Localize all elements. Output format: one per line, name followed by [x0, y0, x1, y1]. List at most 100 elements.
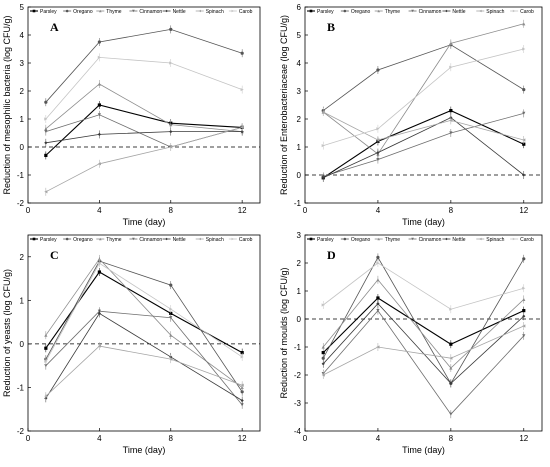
data-point-oregano	[169, 27, 173, 31]
data-point-carob	[321, 144, 325, 148]
data-point-spinach	[44, 394, 48, 398]
data-point-oregano	[376, 68, 380, 72]
y-tick-label: -1	[294, 343, 302, 352]
y-tick-label: -1	[17, 171, 25, 180]
data-point-spinach	[376, 138, 380, 142]
data-point-spinach	[522, 324, 526, 328]
legend-entry-thyme: Thyme	[106, 9, 122, 15]
series-line-parsley	[45, 104, 243, 156]
data-point-parsley	[44, 153, 48, 157]
series-line-nettle	[323, 117, 525, 179]
y-tick-label: -3	[294, 399, 302, 408]
data-point-carob	[376, 261, 380, 265]
series-line-cinnamon	[323, 113, 524, 177]
legend-swatch-marker	[512, 237, 516, 241]
series-line-thyme	[322, 279, 525, 369]
plot-frame	[27, 6, 261, 204]
data-point-cinnamon	[522, 111, 526, 115]
y-tick-label: 5	[20, 3, 25, 12]
legend-swatch-marker	[411, 9, 414, 13]
legend-swatch-marker	[445, 9, 448, 13]
data-point-nettle	[169, 130, 173, 134]
y-tick-label: 3	[20, 59, 25, 68]
data-point-cinnamon	[44, 130, 48, 134]
data-point-parsley	[321, 351, 325, 355]
y-tick-label: 5	[297, 31, 302, 40]
data-point-parsley	[522, 309, 526, 313]
series-line-nettle	[322, 303, 525, 384]
legend-entry-parsley: Parsley	[317, 237, 334, 243]
legend-swatch-marker	[377, 237, 381, 241]
data-point-spinach	[522, 138, 526, 142]
data-point-cinnamon	[240, 403, 244, 407]
data-point-parsley	[240, 351, 244, 355]
data-point-nettle	[321, 176, 325, 180]
legend-entry-nettle: Nettle	[452, 237, 465, 243]
x-tick-label: 8	[169, 206, 174, 215]
series-line-spinach	[45, 345, 243, 397]
x-tick-label: 12	[519, 434, 528, 443]
legend-swatch-marker	[343, 9, 347, 13]
data-point-thyme	[522, 22, 526, 26]
x-tick-label: 8	[449, 206, 454, 215]
legend-entry-nettle: Nettle	[173, 9, 186, 15]
data-point-carob	[522, 47, 526, 51]
data-point-spinach	[376, 345, 380, 349]
y-axis-title: Reduction of Enterobacteriaceae (log CFU…	[279, 15, 289, 195]
legend-entry-parsley: Parsley	[40, 237, 57, 243]
data-point-parsley	[97, 103, 101, 107]
legend-swatch-marker	[512, 9, 516, 13]
panel-letter: D	[327, 248, 336, 262]
legend-swatch-marker	[32, 237, 36, 241]
data-point-spinach	[97, 344, 101, 348]
legend-swatch-marker	[65, 9, 69, 13]
y-tick-label: 0	[20, 143, 25, 152]
y-tick-label: 2	[20, 253, 25, 262]
legend-swatch-marker	[98, 9, 102, 13]
series-line-cinnamon	[45, 114, 243, 148]
data-point-spinach	[169, 145, 173, 149]
data-point-nettle	[449, 381, 453, 385]
legend-entry-oregano: Oregano	[351, 237, 371, 243]
x-tick-label: 8	[169, 434, 174, 443]
x-tick-label: 0	[26, 206, 31, 215]
data-point-spinach	[169, 357, 173, 361]
y-tick-label: -4	[294, 427, 302, 436]
series-line-carob	[323, 48, 524, 146]
legend-entry-cinnamon: Cinnamon	[419, 237, 442, 243]
x-tick-label: 0	[303, 434, 308, 443]
legend-entry-nettle: Nettle	[452, 9, 465, 15]
legend-swatch-marker	[198, 9, 202, 13]
legend-entry-cinnamon: Cinnamon	[419, 9, 442, 15]
legend-entry-spinach: Spinach	[486, 9, 504, 15]
legend-entry-carob: Carob	[239, 237, 253, 243]
data-point-parsley	[44, 346, 48, 350]
legend-swatch-marker	[478, 9, 482, 13]
data-point-oregano	[44, 100, 48, 104]
x-axis-title: Time (day)	[123, 217, 166, 227]
y-tick-label: -2	[294, 371, 302, 380]
legend-swatch-marker	[343, 237, 347, 241]
y-tick-label: 4	[297, 59, 302, 68]
data-point-carob	[376, 127, 380, 131]
legend-swatch-marker	[231, 9, 235, 13]
data-point-parsley	[522, 142, 526, 146]
data-point-oregano	[169, 283, 173, 287]
data-point-thyme	[169, 333, 173, 337]
data-point-spinach	[449, 356, 453, 360]
series-line-thyme	[45, 83, 243, 132]
series-line-thyme	[322, 23, 524, 155]
x-tick-label: 0	[303, 206, 308, 215]
y-tick-label: 3	[297, 231, 302, 240]
y-tick-label: 1	[20, 296, 25, 305]
legend-swatch-marker	[478, 237, 482, 241]
data-point-spinach	[321, 110, 325, 114]
legend-swatch-marker	[65, 237, 69, 241]
data-point-cinnamon	[44, 364, 48, 368]
y-axis-title: Reduction of moulds (log CFU/g)	[279, 267, 289, 398]
legend-swatch-marker	[198, 237, 202, 241]
legend-entry-spinach: Spinach	[206, 237, 224, 243]
legend-entry-carob: Carob	[239, 9, 253, 15]
y-tick-label: 0	[297, 171, 302, 180]
